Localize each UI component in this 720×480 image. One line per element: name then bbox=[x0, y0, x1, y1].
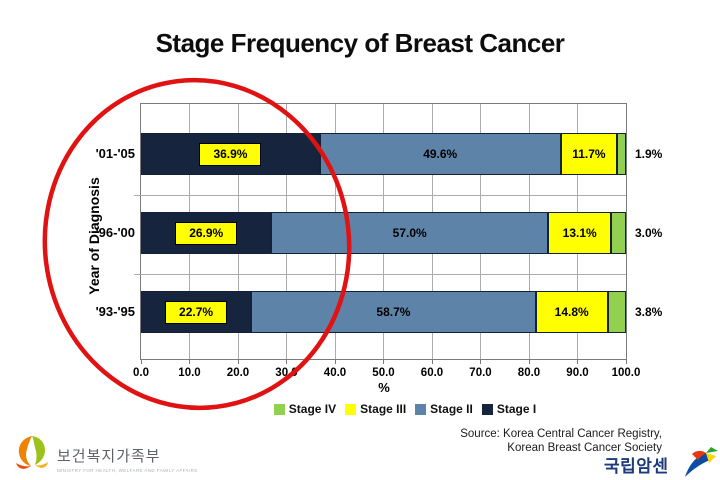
bar-segment-stage-iii: 13.1% bbox=[547, 212, 612, 254]
bar-segment-stage-ii: 58.7% bbox=[251, 291, 536, 333]
legend-item-stage-iii: Stage III bbox=[345, 402, 406, 416]
x-tick-label: 10.0 bbox=[178, 367, 201, 379]
x-tick-mark bbox=[383, 359, 384, 364]
source-line-1: Source: Korea Central Cancer Registry, bbox=[460, 428, 662, 440]
segment-outside-label: 3.0% bbox=[635, 226, 663, 240]
legend-swatch bbox=[415, 403, 427, 415]
segment-data-label: 58.7% bbox=[376, 305, 411, 319]
bar-segment-stage-i: 22.7% bbox=[141, 291, 252, 333]
bar-segment-stage-ii: 57.0% bbox=[271, 212, 548, 254]
segment-data-label: 11.7% bbox=[572, 147, 606, 161]
x-tick-mark bbox=[237, 359, 239, 364]
x-tick-label: 0.0 bbox=[133, 367, 149, 379]
ministry-swirl-icon bbox=[13, 433, 51, 478]
x-tick-label: 30.0 bbox=[275, 367, 298, 379]
plot-area: 36.9% 49.6% 11.7% 1.9% '01-'05 26.9% 57.0% 13.1… bbox=[96, 103, 662, 395]
legend: Stage IV Stage III Stage II Stage I bbox=[100, 402, 710, 416]
ministry-logo-subtext: MINISTRY FOR HEALTH, WELFARE AND FAMILY … bbox=[57, 468, 198, 473]
x-tick-mark bbox=[286, 359, 287, 364]
legend-label: Stage II bbox=[430, 402, 473, 416]
x-tick-mark bbox=[189, 359, 190, 364]
source-note: Source: Korea Central Cancer Registry, K… bbox=[460, 428, 662, 455]
legend-item-stage-ii: Stage II bbox=[415, 402, 473, 416]
bar-segment-stage-iii: 11.7% bbox=[560, 133, 618, 175]
x-tick-label: 90.0 bbox=[566, 367, 589, 379]
x-tick-mark bbox=[334, 359, 336, 364]
legend-swatch bbox=[273, 403, 285, 415]
bar-segment-stage-iv bbox=[617, 133, 627, 175]
ministry-logo-text: 보건복지가족부 bbox=[57, 448, 161, 465]
x-tick-mark bbox=[625, 359, 627, 364]
segment-data-label: 49.6% bbox=[423, 147, 458, 161]
x-tick-label: 50.0 bbox=[372, 367, 395, 379]
ministry-logo: 보건복지가족부 MINISTRY FOR HEALTH, WELFARE AND… bbox=[13, 433, 198, 478]
x-tick-mark bbox=[431, 359, 433, 364]
legend-swatch bbox=[481, 403, 493, 415]
stage-i-callout-label: 22.7% bbox=[165, 300, 228, 324]
y-category-label: '93-'95 bbox=[95, 304, 135, 319]
y-category-label: '01-'05 bbox=[95, 146, 135, 161]
segment-data-label: 57.0% bbox=[392, 226, 427, 240]
bar-segment-stage-iii: 14.8% bbox=[535, 291, 608, 333]
segment-outside-label: 3.8% bbox=[635, 305, 663, 319]
ncc-ribbon-icon bbox=[680, 446, 720, 480]
bar-segment-stage-iv bbox=[607, 291, 626, 333]
y-gridline bbox=[134, 274, 626, 275]
source-line-2: Korean Breast Cancer Society bbox=[507, 441, 662, 454]
legend-swatch bbox=[345, 403, 357, 415]
x-tick-mark bbox=[480, 359, 481, 364]
legend-label: Stage III bbox=[360, 402, 407, 416]
x-tick-label: 20.0 bbox=[226, 367, 250, 379]
x-tick-mark bbox=[577, 359, 578, 364]
x-tick-label: 40.0 bbox=[323, 367, 347, 379]
stage-i-callout-label: 36.9% bbox=[199, 142, 262, 166]
x-tick-label: 100.0 bbox=[611, 367, 641, 379]
legend-item-stage-i: Stage I bbox=[481, 402, 537, 416]
stage-i-callout-label: 26.9% bbox=[175, 221, 238, 245]
ncc-logo: 국립암센터 bbox=[604, 446, 720, 480]
x-tick-label: 80.0 bbox=[517, 367, 541, 379]
chart-title: Stage Frequency of Breast Cancer bbox=[155, 28, 565, 58]
segment-outside-label: 1.9% bbox=[635, 147, 663, 161]
x-tick-mark bbox=[140, 359, 142, 364]
segment-data-label: 14.8% bbox=[554, 305, 589, 319]
legend-label: Stage I bbox=[496, 402, 537, 416]
y-category-label: '96-'00 bbox=[95, 225, 135, 240]
y-gridline bbox=[134, 195, 626, 196]
x-axis-label: % bbox=[378, 380, 390, 395]
bar-segment-stage-i: 26.9% bbox=[141, 212, 272, 254]
x-tick-label: 70.0 bbox=[469, 367, 492, 379]
segment-data-label: 13.1% bbox=[562, 226, 597, 240]
ncc-logo-text: 국립암센터 bbox=[604, 457, 669, 476]
x-tick-mark bbox=[528, 359, 530, 364]
bar-segment-stage-iv bbox=[611, 212, 626, 254]
bar-segment-stage-i: 36.9% bbox=[141, 133, 320, 175]
legend-item-stage-iv: Stage IV bbox=[273, 402, 337, 416]
legend-label: Stage IV bbox=[288, 402, 337, 416]
x-tick-label: 60.0 bbox=[420, 367, 444, 379]
bar-segment-stage-ii: 49.6% bbox=[319, 133, 561, 175]
